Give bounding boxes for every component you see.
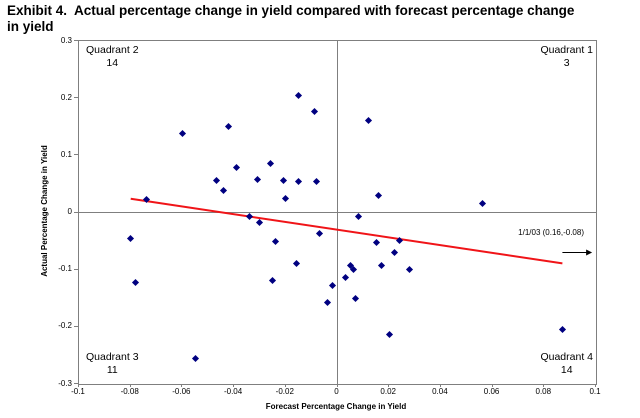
x-axis-title: Forecast Percentage Change in Yield [265,402,407,411]
x-tick-mark [336,384,338,387]
y-tick-mark [74,211,78,213]
annotation-arrow-head [586,249,593,256]
x-tick-label: -0.02 [275,387,294,396]
x-tick-label: 0.04 [432,387,448,396]
quadrant-4-name: Quadrant 4 [540,351,593,363]
y-tick-label: -0.1 [58,264,72,274]
x-tick-mark [78,384,79,387]
y-tick-label: 0.2 [60,92,72,102]
x-tick-mark [491,384,493,387]
zero-line-vertical [337,41,338,384]
y-tick-mark [74,268,78,270]
x-tick-mark [233,384,235,387]
x-tick-label: 0.08 [535,387,552,396]
x-tick-mark [595,384,596,387]
x-tick-mark [543,384,545,387]
y-tick-mark [74,383,78,384]
y-tick-label: 0.3 [60,35,72,45]
x-tick-label: -0.08 [120,387,139,396]
quadrant-3-count: 11 [106,364,118,376]
annotation-label: 1/1/03 (0.16,-0.08) [518,228,584,237]
x-tick-mark [129,384,131,387]
y-tick-label: 0.1 [60,149,72,159]
x-tick-mark [388,384,390,387]
y-tick-mark [74,325,78,327]
y-tick-mark [74,97,78,99]
exhibit-title: Exhibit 4. Actual percentage change in y… [7,3,575,34]
y-tick-mark [74,154,78,156]
quadrant-1-name: Quadrant 1 [540,44,593,56]
y-tick-label: -0.2 [58,321,72,331]
quadrant-2-label: Quadrant 2 14 [86,44,139,70]
x-tick-label: 0 [334,387,339,396]
quadrant-2-count: 14 [106,57,119,69]
quadrant-1-label: Quadrant 1 3 [540,44,593,70]
x-tick-label: -0.06 [172,387,191,396]
x-tick-label: -0.04 [223,387,243,396]
x-tick-label: 0.02 [380,387,396,396]
quadrant-1-count: 3 [563,57,570,69]
x-tick-label: 0.06 [483,387,500,396]
plot-area: Quadrant 2 14 Quadrant 1 3 Quadrant 3 11… [78,40,597,385]
quadrant-4-count: 14 [560,364,573,376]
x-tick-mark [284,384,286,387]
chart-overlay [130,197,593,265]
x-tick-mark [181,384,183,387]
quadrant-3-label: Quadrant 3 11 [86,351,139,377]
quadrant-2-name: Quadrant 2 [86,44,139,56]
x-tick-mark [439,384,441,387]
y-tick-label: 0 [67,207,72,216]
x-tick-label: 0.1 [589,387,601,396]
quadrant-3-name: Quadrant 3 [86,351,139,363]
y-tick-label: -0.3 [58,378,72,388]
trend-line [130,197,563,265]
quadrant-4-label: Quadrant 4 14 [540,351,593,377]
y-tick-mark [74,40,78,41]
x-tick-label: -0.1 [71,387,85,396]
